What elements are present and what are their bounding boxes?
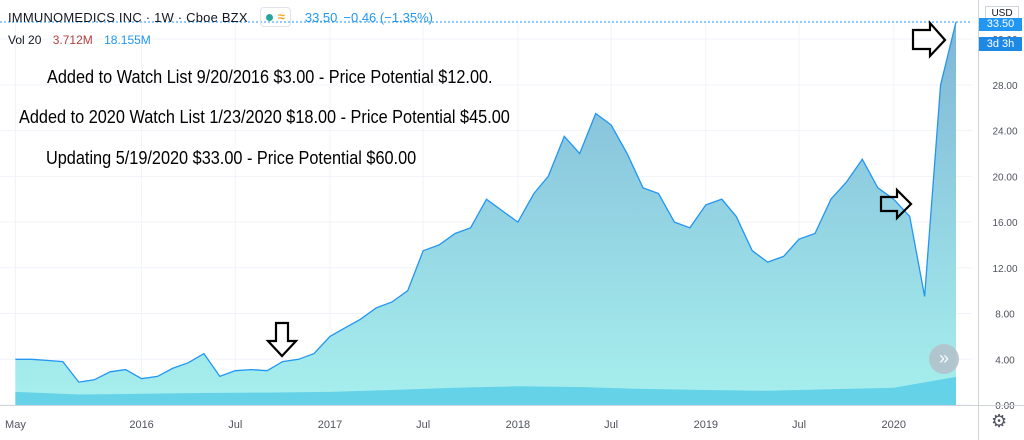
y-tick-label: 20.00 bbox=[992, 172, 1017, 183]
volume-value: 3.712M bbox=[52, 33, 93, 47]
price-line bbox=[15, 21, 957, 383]
price-area bbox=[15, 22, 956, 405]
y-tick-label: 24.00 bbox=[992, 127, 1017, 138]
gear-icon[interactable]: ⚙ bbox=[991, 411, 1008, 431]
replay-wave-icon: ≈ bbox=[277, 9, 285, 24]
x-tick-label: Jul bbox=[604, 419, 618, 431]
last-price: 33.50 bbox=[304, 9, 338, 25]
x-tick-label: Jul bbox=[228, 419, 242, 431]
x-tick-label: 2019 bbox=[694, 419, 718, 431]
x-tick-label: Jul bbox=[416, 419, 430, 431]
down-arrow-icon bbox=[265, 321, 299, 358]
x-tick-label: Jul bbox=[792, 419, 806, 431]
y-tick-label: 0.00 bbox=[995, 401, 1015, 412]
double-chevron-right-icon[interactable]: » bbox=[929, 344, 959, 374]
x-tick-label: 2018 bbox=[506, 419, 530, 431]
annotation-line-2: Added to 2020 Watch List 1/23/2020 $18.0… bbox=[19, 106, 510, 127]
y-tick-label: 28.00 bbox=[992, 81, 1017, 92]
annotation-line-1: Added to Watch List 9/20/2016 $3.00 - Pr… bbox=[47, 66, 493, 87]
right-arrow-icon bbox=[879, 187, 913, 221]
volume-area bbox=[15, 376, 956, 405]
y-tick-label: 16.00 bbox=[992, 218, 1017, 229]
x-tick-label: May bbox=[5, 419, 26, 431]
symbol-title[interactable]: IMMUNOMEDICS INC · 1W · Cboe BZX bbox=[8, 9, 248, 25]
volume-ma-value: 18.155M bbox=[104, 33, 151, 47]
x-tick-label: 2016 bbox=[129, 419, 153, 431]
y-tick-label: 4.00 bbox=[995, 355, 1015, 366]
x-tick-label: 2020 bbox=[882, 419, 906, 431]
y-tick-label: 8.00 bbox=[995, 310, 1015, 321]
right-arrow-icon bbox=[911, 20, 947, 59]
market-open-dot-icon bbox=[265, 13, 273, 21]
status-indicators[interactable]: ≈ bbox=[259, 7, 291, 27]
chart-header: IMMUNOMEDICS INC · 1W · Cboe BZX ≈ 33.50… bbox=[8, 7, 433, 27]
x-tick-label: 2017 bbox=[318, 419, 342, 431]
bar-countdown: 3d 3h bbox=[979, 37, 1022, 51]
price-tag: 33.50 bbox=[979, 18, 1022, 31]
y-tick-label: 12.00 bbox=[992, 264, 1017, 275]
price-change: −0.46 (−1.35%) bbox=[343, 9, 434, 25]
annotation-line-3: Updating 5/19/2020 $33.00 - Price Potent… bbox=[46, 147, 417, 168]
volume-label: Vol 20 bbox=[8, 33, 42, 47]
volume-legend: Vol 20 3.712M 18.155M bbox=[8, 33, 151, 47]
